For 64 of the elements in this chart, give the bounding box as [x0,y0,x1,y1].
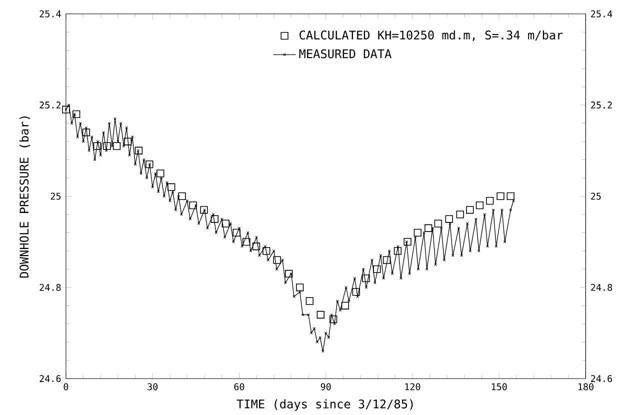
point [134,146,143,154]
point [112,142,121,150]
x-tick-label: 0 [64,383,68,390]
point [222,220,230,228]
y-tick-label: 25 [50,192,61,200]
point [341,302,349,310]
point [434,220,442,228]
x-tick-label: 150 [492,383,507,390]
point [62,106,70,114]
y-tick-label: 24.6 [40,375,61,382]
x-tick-label: 180 [578,383,594,390]
point [210,215,218,223]
point [330,315,338,324]
y-tick-label: 25.2 [40,101,61,108]
point [316,310,324,319]
point [456,210,464,218]
point [156,170,164,178]
x-axis-title: TIME (days since 3/12/85) [236,399,413,411]
point [373,265,381,273]
y2-tick-label: 24.8 [591,284,612,291]
y2-tick-label: 24.6 [591,375,612,382]
point [146,160,154,168]
point [82,128,90,136]
point [352,288,360,296]
y2-tick-label: 25.2 [591,101,612,108]
point [414,228,422,236]
point [232,228,240,236]
point [506,192,514,200]
x-tick-label: 120 [405,383,420,390]
point [200,206,208,214]
point [262,247,270,255]
point [445,215,453,223]
point [424,224,432,232]
point [382,256,391,264]
point [476,201,484,210]
point [168,183,176,191]
y2-tick-label: 25 [591,192,601,200]
legend-label: CALCULATED KH=10250 md.m, S=.34 m/bar [300,30,563,41]
point [93,142,101,150]
x-tick-label: 30 [148,383,158,390]
y-axis-title: DOWNHOLE PRESSURE (bar) [19,116,30,278]
y2-tick-label: 25.4 [591,10,612,18]
point [72,110,80,118]
point [124,138,132,146]
y-tick-label: 25.4 [40,10,61,18]
point [242,238,250,246]
point [466,206,474,214]
point [178,192,186,200]
legend-label: MEASURED DATA [299,49,392,58]
x-tick-label: 90 [320,383,331,390]
x-tick-label: 60 [234,383,244,390]
point [296,284,304,292]
point [306,297,314,305]
point [486,196,494,205]
point [252,242,260,250]
y-tick-label: 24.8 [40,284,61,291]
point [103,142,111,150]
point [362,274,370,282]
point [496,192,504,200]
point [394,247,402,255]
point [404,238,412,246]
point [285,270,293,278]
point [273,256,281,264]
point [189,201,197,210]
